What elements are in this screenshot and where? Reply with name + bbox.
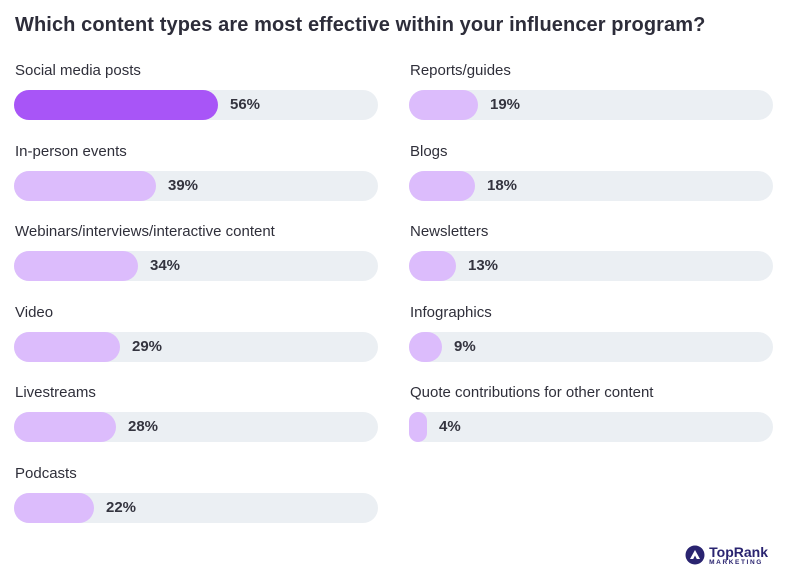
bar bbox=[14, 412, 116, 442]
bar-value-label: 4% bbox=[439, 418, 461, 435]
bar-value-label: 18% bbox=[487, 176, 518, 194]
bar-item: Infographics 9% bbox=[409, 304, 773, 385]
bar-item: Webinars/interviews/interactive content 3… bbox=[14, 223, 378, 304]
bar-value-label: 39% bbox=[168, 176, 199, 194]
bar-label: Newsletters bbox=[410, 223, 489, 240]
bar-value-label: 19% bbox=[490, 96, 521, 113]
bar-track: 56% bbox=[14, 90, 378, 120]
bar-item: Video 29% bbox=[14, 304, 378, 385]
bar-value-label: 34% bbox=[150, 257, 181, 274]
bar bbox=[14, 331, 120, 362]
bar-track: 29% bbox=[14, 331, 378, 362]
chart-column-left: Social media posts 56% In-person events 39%… bbox=[14, 62, 378, 545]
bar bbox=[14, 170, 156, 201]
bar-track: 13% bbox=[409, 251, 773, 281]
bar-label: Video bbox=[15, 303, 54, 321]
bar-item: In-person events 39% bbox=[14, 143, 378, 224]
bar-value-label: 13% bbox=[468, 257, 499, 274]
bar-track: 4% bbox=[409, 412, 773, 442]
bar-track: 39% bbox=[14, 170, 378, 201]
bar bbox=[14, 90, 218, 120]
bar-item: Quote contributions for other content 4% bbox=[409, 384, 773, 465]
bar-value-label: 22% bbox=[106, 498, 137, 516]
bar-label: Infographics bbox=[410, 303, 492, 321]
bar-track: 34% bbox=[14, 251, 378, 281]
bar-track: 22% bbox=[14, 492, 378, 523]
bar-label: Webinars/interviews/interactive content bbox=[15, 223, 275, 240]
bar-label: Social media posts bbox=[15, 62, 141, 79]
bar-label: Blogs bbox=[410, 142, 448, 160]
brand-tagline: MARKETING bbox=[709, 558, 763, 566]
toprank-logo-icon bbox=[685, 545, 705, 565]
bar-item: Livestreams 28% bbox=[14, 384, 378, 465]
bar-item: Social media posts 56% bbox=[14, 62, 378, 143]
bar bbox=[409, 90, 478, 120]
bar-item: Reports/guides 19% bbox=[409, 62, 773, 143]
bar-track: 18% bbox=[409, 170, 773, 201]
bar-item: Newsletters 13% bbox=[409, 223, 773, 304]
bar-value-label: 56% bbox=[230, 96, 261, 113]
brand-name: TopRank bbox=[709, 543, 768, 560]
bar-label: Podcasts bbox=[15, 464, 77, 482]
bar bbox=[14, 492, 94, 523]
bar-item: Podcasts 22% bbox=[14, 465, 378, 546]
bar-track: 28% bbox=[14, 412, 378, 442]
bar-label: Reports/guides bbox=[410, 62, 511, 79]
bar-item: Blogs 18% bbox=[409, 143, 773, 224]
bar-track: 19% bbox=[409, 90, 773, 120]
bar-value-label: 28% bbox=[128, 418, 159, 435]
toprank-brand: TopRank MARKETING bbox=[685, 545, 768, 567]
bar-label: In-person events bbox=[15, 142, 127, 160]
bar bbox=[409, 170, 475, 201]
bar bbox=[14, 251, 138, 281]
bar bbox=[409, 251, 456, 281]
bar bbox=[409, 331, 442, 362]
bar-label: Livestreams bbox=[15, 384, 96, 401]
bar-label: Quote contributions for other content bbox=[410, 384, 654, 401]
chart-column-right: Reports/guides 19% Blogs 18% Newsletters 13% I… bbox=[409, 62, 773, 465]
bar-value-label: 29% bbox=[132, 337, 163, 355]
chart-title: Which content types are most effective w… bbox=[15, 14, 706, 36]
bar-value-label: 9% bbox=[454, 337, 476, 355]
bar-track: 9% bbox=[409, 331, 773, 362]
bar bbox=[409, 412, 427, 442]
